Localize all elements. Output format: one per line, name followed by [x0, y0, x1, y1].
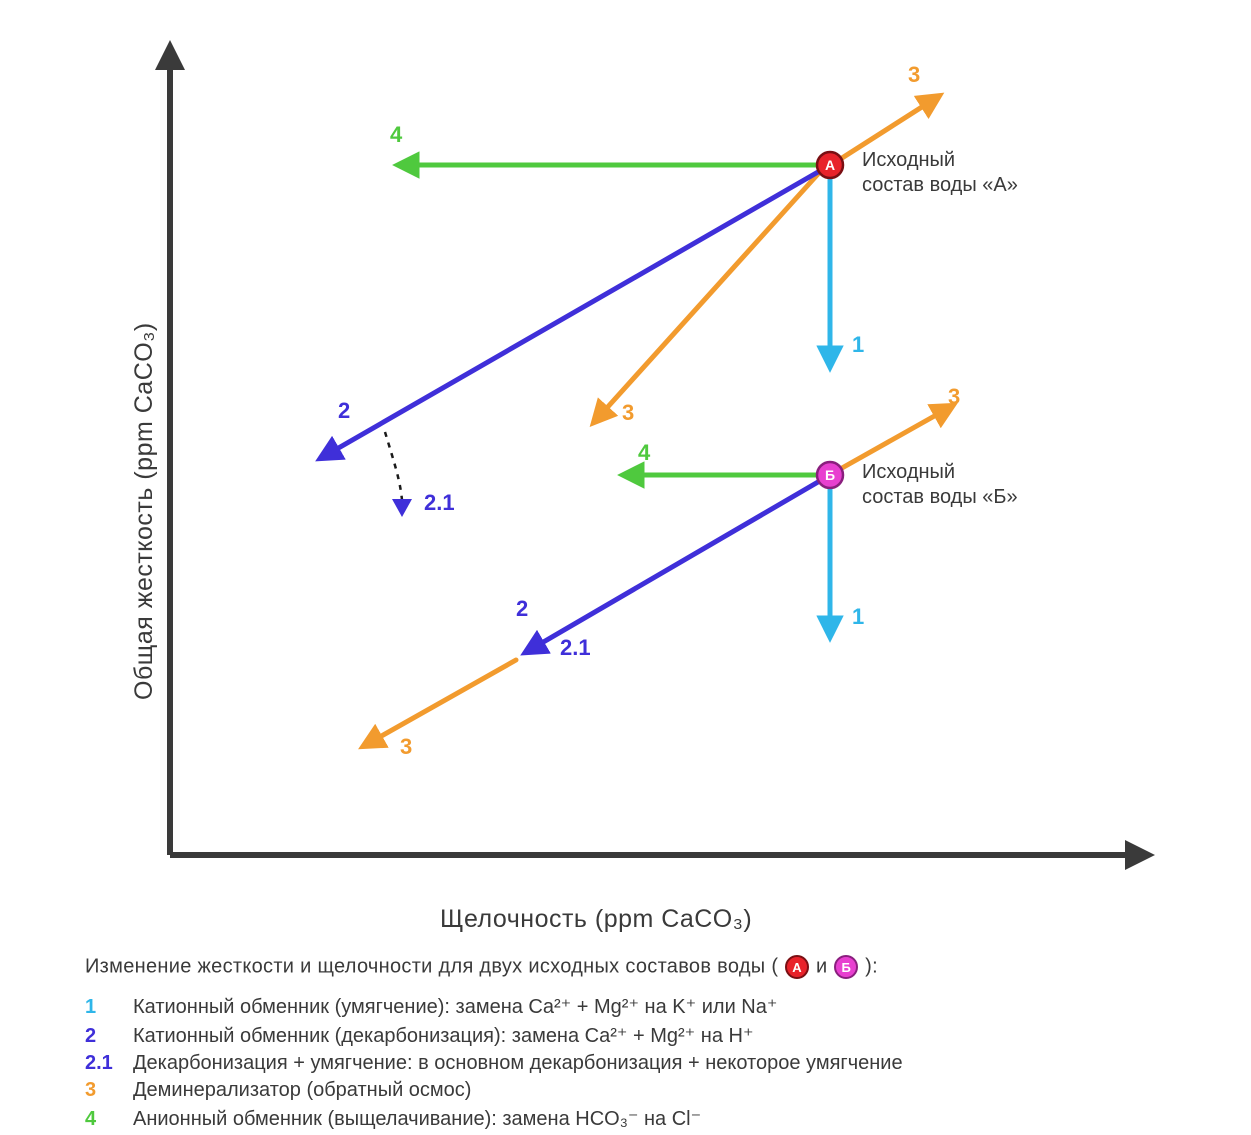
legend-text: Катионный обменник (умягчение): замена C…	[133, 994, 777, 1019]
arrow-num-A-orange_down: 3	[622, 400, 634, 426]
label-2.1-dashed: 2.1	[424, 490, 455, 516]
arrow-num-A-orange_up: 3	[908, 62, 920, 88]
caption-text: Изменение жесткости и щелочности для дву…	[85, 955, 878, 979]
legend-row: 2.1Декарбонизация + умягчение: в основно…	[85, 1052, 903, 1075]
legend-row: 1Катионный обменник (умягчение): замена …	[85, 994, 903, 1019]
legend-num: 4	[85, 1108, 133, 1131]
point-b-caption: Исходныйсостав воды «Б»	[862, 460, 1018, 510]
arrow-num-A-cyan_down: 1	[852, 332, 864, 358]
diagram-page: А Б Общая жесткость (ppm CaCO₃) Щелочност…	[0, 0, 1251, 1134]
legend-row: 2Катионный обменник (декарбонизация): за…	[85, 1023, 903, 1048]
arrow-num-B-blue: 2	[516, 596, 528, 622]
arrow-num-B-orange_up: 3	[948, 384, 960, 410]
x-axis-label: Щелочность (ppm CaCO₃)	[440, 905, 752, 934]
legend-text: Декарбонизация + умягчение: в основном д…	[133, 1052, 903, 1075]
arrow-num-A-blue: 2	[338, 398, 350, 424]
arrow-num-B-orange_down: 3	[400, 734, 412, 760]
y-axis-label: Общая жесткость (ppm CaCO₃)	[130, 322, 159, 700]
legend-row: 3Деминерализатор (обратный осмос)	[85, 1079, 903, 1102]
legend-text: Анионный обменник (выщелачивание): замен…	[133, 1106, 701, 1131]
legend-text: Деминерализатор (обратный осмос)	[133, 1079, 471, 1102]
arrow-num-B-blue-b: 2.1	[560, 635, 591, 661]
legend-row: 4Анионный обменник (выщелачивание): заме…	[85, 1106, 903, 1131]
badge-b-icon: Б	[834, 955, 858, 979]
arrow-num-A-green: 4	[390, 122, 402, 148]
arrow-num-B-green: 4	[638, 440, 650, 466]
legend-num: 1	[85, 996, 133, 1019]
process-arrows	[335, 105, 938, 738]
dashed-curve	[385, 432, 412, 517]
legend-text: Катионный обменник (декарбонизация): зам…	[133, 1023, 754, 1048]
svg-text:Б: Б	[825, 467, 835, 483]
svg-text:А: А	[825, 157, 835, 173]
legend-num: 2.1	[85, 1052, 133, 1075]
legend-num: 3	[85, 1079, 133, 1102]
badge-a-icon: А	[785, 955, 809, 979]
legend-num: 2	[85, 1025, 133, 1048]
point-a-caption: Исходныйсостав воды «А»	[862, 148, 1018, 198]
legend: 1Катионный обменник (умягчение): замена …	[85, 994, 903, 1135]
arrow-num-B-cyan_down: 1	[852, 604, 864, 630]
